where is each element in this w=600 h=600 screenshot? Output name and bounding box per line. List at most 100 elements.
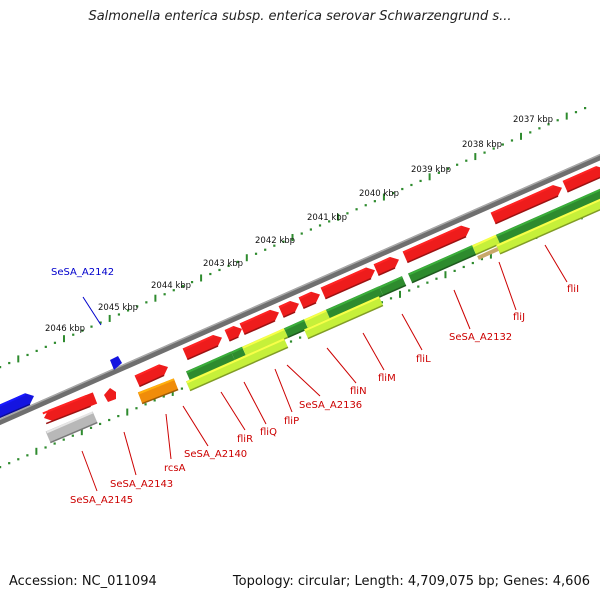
- outer-tick-minor: [392, 191, 395, 195]
- outer-tick-minor: [538, 127, 541, 130]
- outer-tick-minor: [172, 289, 175, 292]
- operon-strip-6-shadow: [382, 284, 407, 297]
- gene-forward-7-body: [402, 225, 470, 263]
- gene-forward-0-body: [182, 335, 222, 360]
- outer-tick-minor: [529, 131, 532, 134]
- operon-light-0-body: [185, 338, 289, 391]
- outer-tick-minor: [446, 167, 450, 170]
- leader-fliL: [401, 313, 423, 351]
- gene-label-SeSA_A2142[interactable]: SeSA_A2142: [51, 267, 114, 278]
- leader-fliQ: [243, 381, 267, 425]
- leader-fliP: [274, 368, 293, 413]
- gene-label-fliP[interactable]: fliP: [284, 416, 299, 427]
- operon-light-0-shadow: [189, 346, 289, 392]
- outer-tick-minor: [26, 353, 29, 357]
- gene-label-fliM[interactable]: fliM: [378, 373, 396, 384]
- operon-strip-3-body: [283, 319, 309, 338]
- operon-tan-segment: [477, 247, 499, 260]
- outer-tick-minor: [90, 325, 93, 328]
- outer-tick-minor: [145, 301, 148, 304]
- leader-rcsA: [165, 413, 172, 460]
- gene-forward-8-shadow: [495, 195, 559, 225]
- gene-forward-6-body: [373, 256, 399, 276]
- gene-label-rcsA[interactable]: rcsA: [164, 463, 186, 474]
- operon-strip-7-body: [407, 245, 477, 283]
- outer-tick-minor: [181, 285, 185, 288]
- gene-forward-1-shine: [225, 326, 235, 332]
- outer-tick-minor: [99, 321, 102, 324]
- gene-forward-8-shine: [491, 185, 554, 215]
- inner-tick-minor: [471, 261, 474, 265]
- gene-reverse-SeSA_A2145-pseudo: [45, 411, 98, 444]
- inner-tick-minor: [480, 258, 484, 261]
- gene-label-fliN[interactable]: fliN: [350, 386, 367, 397]
- gene-forward-4-shadow: [303, 302, 317, 310]
- leader-fliN: [326, 347, 357, 384]
- leader-SeSA_A2145: [81, 450, 98, 492]
- gene-forward-0-shine: [183, 335, 214, 351]
- outer-tick-minor: [227, 264, 230, 268]
- outer-tick-minor: [364, 204, 367, 207]
- outer-tick-minor: [437, 171, 440, 174]
- gene-label-fliI[interactable]: fliI: [567, 284, 579, 295]
- outer-tick-minor: [163, 293, 166, 296]
- operon-strip-0-shine: [186, 351, 232, 374]
- genome-backbone: [0, 153, 600, 426]
- gene-forward-2-body: [239, 309, 279, 335]
- gene-highlight-blue-shadow: [0, 403, 31, 419]
- gene-forward-8: [490, 185, 562, 225]
- gene-forward-4-shine: [299, 291, 312, 300]
- gene-label-fliJ[interactable]: fliJ: [513, 312, 525, 323]
- gene-label-SeSA_A2132[interactable]: SeSA_A2132: [449, 332, 512, 343]
- operon-light-2: [495, 198, 600, 255]
- operon-strip-6-shine: [379, 276, 403, 289]
- operon-strip-9-shine: [496, 188, 600, 237]
- label-leaders: [81, 244, 568, 492]
- outer-tick-minor: [209, 272, 212, 276]
- gene-label-fliR[interactable]: fliR: [237, 434, 253, 445]
- inner-tick-minor: [462, 265, 465, 269]
- operon-light-1-shine: [304, 296, 380, 332]
- outer-tick-minor: [126, 309, 130, 312]
- operon-strip-6-body: [378, 276, 407, 296]
- gene-reverse-rcsA: [137, 378, 179, 405]
- gene-forward-6-shine: [374, 257, 391, 267]
- outer-tick-minor: [373, 200, 376, 203]
- outer-tick-minor: [483, 151, 486, 154]
- operon-strip-2-body: [241, 328, 289, 356]
- inner-tick-minor: [89, 426, 93, 429]
- gene-reverse-rcsA-shine: [138, 378, 175, 395]
- gene-label-SeSA_A2136[interactable]: SeSA_A2136: [299, 400, 362, 411]
- outer-tick-minor: [465, 159, 468, 162]
- outer-tick-minor: [218, 268, 221, 272]
- leader-fliI: [544, 244, 568, 283]
- gene-forward-7-shadow: [407, 235, 467, 264]
- outer-tick-minor: [501, 143, 504, 146]
- outer-tick-minor: [53, 341, 57, 344]
- gene-label-SeSA_A2143[interactable]: SeSA_A2143: [110, 479, 173, 490]
- gene-label-fliQ[interactable]: fliQ: [260, 427, 277, 438]
- operon-light-1: [303, 296, 384, 340]
- inner-tick-minor: [453, 269, 456, 272]
- gene-highlight-blue-shine: [0, 393, 26, 407]
- gene-forward-1-shadow: [229, 336, 239, 342]
- gene-label-SeSA_A2145[interactable]: SeSA_A2145: [70, 495, 133, 506]
- kbp-label: 2040 kbp: [359, 189, 399, 199]
- outer-tick-minor: [117, 313, 121, 316]
- gene-label-SeSA_A2140[interactable]: SeSA_A2140: [184, 449, 247, 460]
- gene-forward-2: [239, 309, 279, 336]
- kbp-labels: 2037 kbp 2038 kbp 2039 kbp 2040 kbp 2041…: [45, 115, 553, 334]
- gene-reverse-SeSA_A2145-shadow: [45, 405, 91, 425]
- inner-tick-minor: [62, 438, 65, 441]
- gene-label-fliL[interactable]: fliL: [416, 354, 431, 365]
- inner-tick-minor: [180, 387, 184, 390]
- operon-strip-7: [407, 245, 477, 284]
- inner-tick-minor: [426, 281, 429, 284]
- kbp-label: 2046 kbp: [45, 324, 85, 334]
- inner-tick-minor: [380, 301, 384, 304]
- kbp-label: 2037 kbp: [513, 115, 553, 125]
- gene-forward-5: [320, 267, 375, 300]
- operon-strip-0-body: [185, 351, 236, 381]
- gene-forward-rcsA-area: [134, 364, 168, 388]
